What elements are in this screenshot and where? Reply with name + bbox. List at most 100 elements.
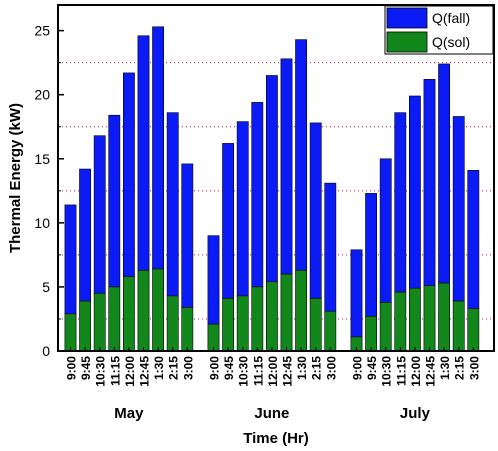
bar-fall bbox=[152, 26, 164, 270]
y-tick-label: 15 bbox=[34, 151, 50, 167]
x-tick-label: 12:00 bbox=[266, 356, 280, 387]
bar-fall bbox=[280, 58, 293, 275]
bar-fall bbox=[394, 112, 407, 293]
bar-sol bbox=[280, 273, 293, 352]
bar-fall bbox=[251, 102, 264, 288]
x-tick-label: 1:30 bbox=[295, 356, 309, 380]
bar-fall bbox=[207, 235, 220, 325]
bar-fall bbox=[93, 135, 106, 294]
bar-sol bbox=[324, 310, 337, 352]
legend-label-fall: Q(fall) bbox=[432, 10, 470, 26]
x-tick-label: 9:00 bbox=[351, 356, 365, 380]
legend-label-sol: Q(sol) bbox=[432, 34, 470, 50]
x-tick-label: 12:00 bbox=[123, 356, 137, 387]
x-tick-label: 11:15 bbox=[251, 356, 265, 386]
x-tick-label: 9:45 bbox=[365, 356, 379, 380]
bar-sol bbox=[207, 323, 220, 352]
bar-fall bbox=[365, 193, 377, 317]
bar-fall bbox=[295, 39, 307, 271]
bar-fall bbox=[452, 116, 465, 302]
x-tick-label: 1:30 bbox=[152, 356, 166, 380]
bar-sol bbox=[123, 276, 135, 352]
x-tick-label: 9:00 bbox=[65, 356, 79, 380]
x-tick-label: 2:15 bbox=[310, 356, 324, 380]
bar-fall bbox=[408, 95, 421, 289]
x-tick-label: 11:15 bbox=[394, 356, 408, 386]
legend-swatch-fall bbox=[386, 7, 428, 29]
bar-fall bbox=[350, 249, 363, 338]
x-tick-label: 10:30 bbox=[94, 356, 108, 387]
y-tick-label: 20 bbox=[34, 87, 50, 103]
bar-fall bbox=[309, 122, 322, 299]
legend: Q(fall) Q(sol) bbox=[384, 5, 494, 55]
bar-fall bbox=[108, 114, 121, 288]
y-tick-label: 25 bbox=[34, 23, 50, 39]
x-tick-label: 12:45 bbox=[424, 356, 438, 387]
bar-fall bbox=[64, 204, 77, 315]
bar-sol bbox=[251, 286, 264, 352]
bar-sol bbox=[309, 298, 322, 352]
bar-sol bbox=[152, 268, 164, 352]
bar-fall bbox=[222, 143, 234, 299]
legend-swatch-sol bbox=[386, 31, 428, 53]
x-tick-label: 10:30 bbox=[237, 356, 251, 387]
x-tick-label: 12:45 bbox=[281, 356, 295, 387]
x-tick-label: 12:00 bbox=[409, 356, 423, 387]
bar-sol bbox=[236, 295, 249, 352]
x-axis: 9:00 9:45 10:30 11:15 12:00 12:45 1:30 2:15 3:00… bbox=[65, 347, 481, 387]
group-label: May bbox=[114, 405, 144, 422]
bar-fall bbox=[467, 170, 480, 310]
bar-fall bbox=[324, 182, 337, 312]
bar-fall bbox=[123, 72, 135, 277]
group-label: July bbox=[400, 405, 431, 422]
bar-fall bbox=[265, 75, 278, 283]
bar-sol bbox=[408, 287, 421, 352]
x-tick-label: 3:00 bbox=[467, 356, 481, 380]
x-tick-label: 9:00 bbox=[208, 356, 222, 380]
bar-sol bbox=[452, 300, 465, 352]
x-tick-label: 9:45 bbox=[222, 356, 236, 380]
bar-sol bbox=[108, 286, 121, 352]
y-tick-label: 5 bbox=[42, 279, 50, 295]
y-axis-label: Thermal Energy (kW) bbox=[7, 103, 24, 253]
bar-fall bbox=[181, 163, 194, 308]
bar-sol bbox=[423, 285, 436, 352]
x-tick-label: 3:00 bbox=[324, 356, 338, 380]
bar-fall bbox=[166, 112, 179, 297]
bar-sol bbox=[166, 295, 179, 352]
group-labels: May June July bbox=[114, 405, 430, 422]
x-axis-label: Time (Hr) bbox=[243, 430, 309, 447]
bar-sol bbox=[93, 293, 106, 352]
bar-sol bbox=[379, 302, 392, 352]
group-label: June bbox=[254, 405, 289, 422]
x-tick-label: 3:00 bbox=[181, 356, 195, 380]
x-tick-label: 10:30 bbox=[380, 356, 394, 387]
y-tick-label: 10 bbox=[34, 215, 50, 231]
y-axis: 0 5 10 15 20 25 bbox=[34, 23, 64, 359]
bar-sol bbox=[64, 313, 77, 352]
x-tick-label: 11:15 bbox=[108, 356, 122, 386]
bar-fall bbox=[236, 121, 249, 297]
bar-fall bbox=[79, 168, 91, 302]
bar-fall bbox=[137, 35, 150, 271]
bar-fall bbox=[423, 79, 436, 286]
x-tick-label: 9:45 bbox=[79, 356, 93, 380]
bar-sol bbox=[181, 307, 194, 352]
bar-sol bbox=[79, 300, 91, 352]
bar-fall bbox=[379, 158, 392, 303]
bar-sol bbox=[438, 282, 450, 352]
bar-sol bbox=[265, 281, 278, 352]
bars-layer bbox=[64, 26, 480, 352]
bar-sol bbox=[365, 316, 377, 352]
bar-sol bbox=[467, 308, 480, 352]
bar-sol bbox=[295, 269, 307, 352]
bar-sol bbox=[137, 269, 150, 352]
y-tick-label: 0 bbox=[42, 343, 50, 359]
x-tick-label: 1:30 bbox=[438, 356, 452, 380]
bar-sol bbox=[222, 298, 234, 352]
bar-fall bbox=[438, 63, 450, 284]
x-tick-label: 2:15 bbox=[453, 356, 467, 380]
x-tick-label: 2:15 bbox=[167, 356, 181, 380]
bar-sol bbox=[394, 291, 407, 352]
